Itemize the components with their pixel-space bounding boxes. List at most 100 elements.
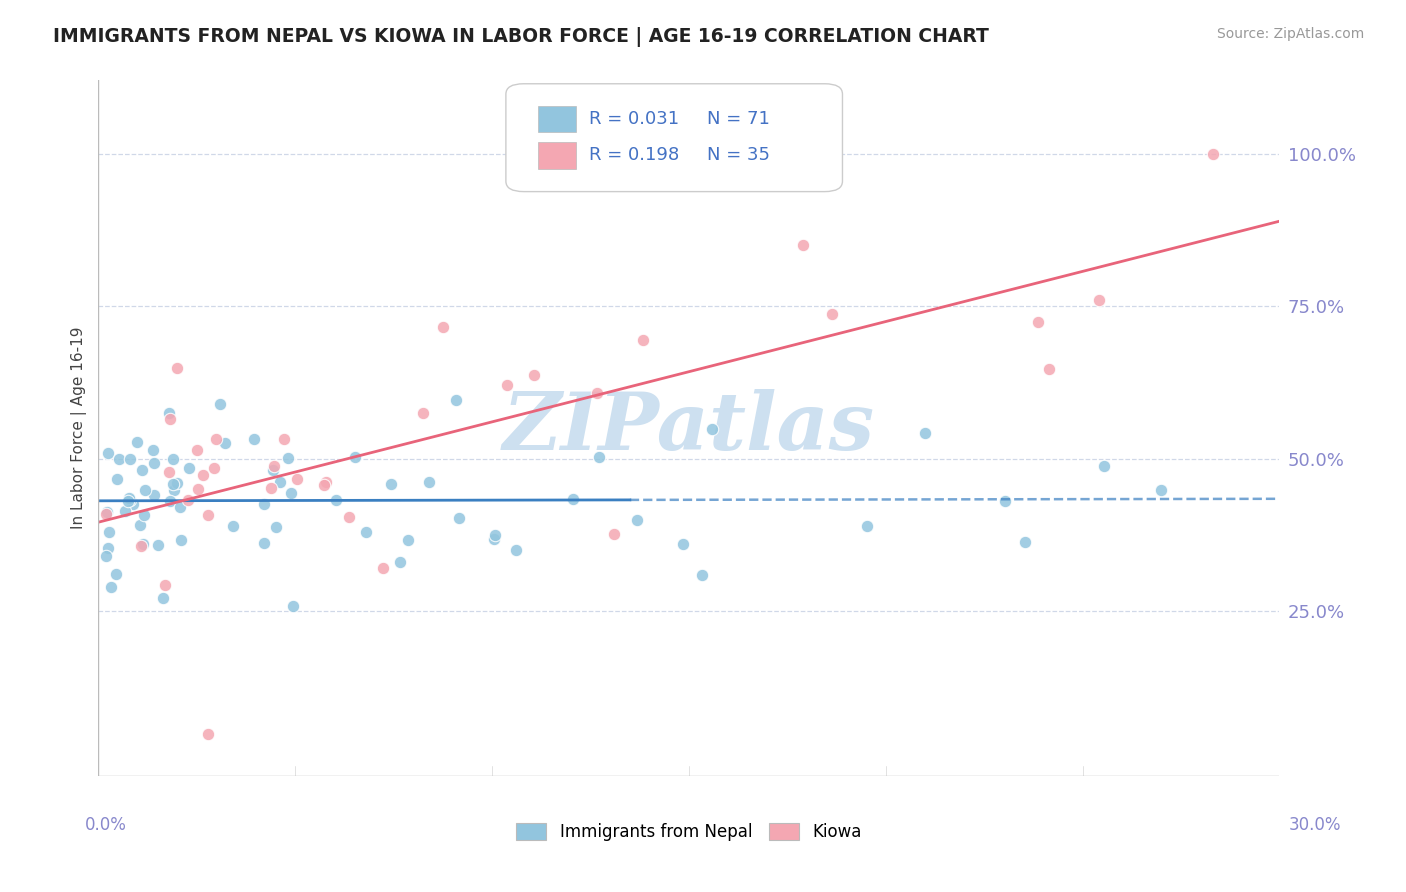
Point — [396, 533, 419, 548]
Point — [269, 475, 291, 489]
Point — [197, 727, 219, 741]
Point — [100, 580, 122, 594]
Legend: Immigrants from Nepal, Kiowa: Immigrants from Nepal, Kiowa — [509, 816, 869, 847]
Point — [260, 481, 283, 495]
Point — [214, 436, 236, 450]
Point — [179, 461, 201, 475]
Point — [132, 536, 155, 550]
Point — [202, 461, 225, 475]
Point — [495, 377, 517, 392]
Text: N = 35: N = 35 — [707, 146, 769, 164]
Point — [505, 543, 527, 558]
Point — [118, 491, 141, 506]
Point — [193, 468, 215, 483]
Point — [690, 568, 713, 582]
Point — [1038, 361, 1060, 376]
Point — [242, 432, 264, 446]
Point — [162, 476, 184, 491]
Point — [337, 510, 360, 524]
Point — [418, 475, 440, 489]
Point — [315, 475, 337, 489]
Point — [170, 533, 193, 547]
Point — [273, 432, 295, 446]
Point — [447, 511, 470, 525]
Point — [122, 497, 145, 511]
Point — [380, 477, 402, 491]
Point — [134, 508, 156, 522]
Text: R = 0.198: R = 0.198 — [589, 146, 679, 164]
Point — [700, 422, 723, 436]
Point — [104, 567, 127, 582]
Point — [209, 397, 232, 411]
Point — [444, 392, 467, 407]
Point — [1201, 146, 1223, 161]
Point — [588, 450, 610, 464]
Point — [1014, 535, 1036, 549]
Point — [97, 541, 120, 555]
Point — [159, 493, 181, 508]
Point — [523, 368, 546, 382]
Point — [186, 442, 208, 457]
Point — [1150, 483, 1173, 497]
FancyBboxPatch shape — [537, 142, 575, 169]
Text: Source: ZipAtlas.com: Source: ZipAtlas.com — [1216, 27, 1364, 41]
Point — [1026, 315, 1049, 329]
Point — [108, 452, 131, 467]
Point — [994, 493, 1017, 508]
Point — [285, 472, 308, 486]
Text: IMMIGRANTS FROM NEPAL VS KIOWA IN LABOR FORCE | AGE 16-19 CORRELATION CHART: IMMIGRANTS FROM NEPAL VS KIOWA IN LABOR … — [53, 27, 990, 46]
Point — [166, 360, 188, 375]
Point — [672, 537, 695, 551]
Point — [117, 493, 139, 508]
Point — [253, 536, 276, 550]
Point — [263, 458, 285, 473]
FancyBboxPatch shape — [506, 84, 842, 192]
Point — [1092, 458, 1115, 473]
Point — [159, 411, 181, 425]
Point — [134, 483, 156, 497]
Text: 30.0%: 30.0% — [1288, 816, 1341, 834]
Point — [129, 539, 152, 553]
Point — [325, 493, 347, 508]
Point — [855, 519, 877, 533]
Point — [142, 442, 165, 457]
Point — [412, 406, 434, 420]
Point — [129, 518, 152, 533]
Point — [153, 577, 176, 591]
Point — [253, 497, 276, 511]
Point — [197, 508, 219, 522]
Point — [162, 452, 184, 467]
Point — [162, 483, 184, 497]
Y-axis label: In Labor Force | Age 16-19: In Labor Force | Age 16-19 — [72, 326, 87, 530]
Point — [94, 549, 117, 564]
Point — [262, 462, 284, 476]
Text: 0.0%: 0.0% — [84, 816, 127, 834]
Point — [157, 465, 180, 479]
Point — [356, 525, 378, 540]
Point — [125, 435, 148, 450]
Point — [343, 450, 366, 465]
Point — [312, 478, 335, 492]
Point — [603, 527, 626, 541]
Point — [205, 433, 228, 447]
Point — [222, 519, 245, 533]
Point — [821, 307, 844, 321]
Point — [169, 500, 191, 515]
Point — [914, 426, 936, 441]
Point — [120, 492, 142, 507]
Point — [484, 527, 506, 541]
Point — [97, 524, 120, 539]
Point — [96, 505, 118, 519]
Point — [389, 555, 412, 569]
Point — [586, 385, 609, 400]
Point — [792, 238, 814, 252]
Point — [146, 538, 169, 552]
FancyBboxPatch shape — [537, 106, 575, 132]
Point — [266, 519, 288, 533]
Point — [166, 476, 188, 491]
Text: N = 71: N = 71 — [707, 111, 769, 128]
Point — [131, 463, 153, 477]
Point — [277, 450, 299, 465]
Point — [114, 504, 136, 518]
Point — [157, 406, 180, 420]
